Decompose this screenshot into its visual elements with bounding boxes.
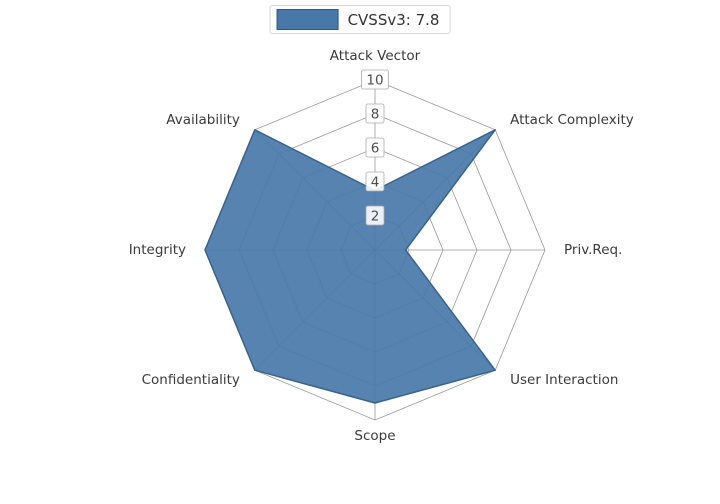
- axis-label: Attack Complexity: [510, 112, 634, 128]
- axis-label: User Interaction: [510, 372, 618, 388]
- legend-label: CVSSv3: 7.8: [347, 10, 440, 29]
- axis-label: Priv.Req.: [564, 242, 622, 258]
- legend: CVSSv3: 7.8: [269, 5, 451, 34]
- radar-series-polygon: [204, 129, 496, 404]
- tick-label-box: [361, 69, 389, 90]
- tick-label: 4: [371, 175, 380, 191]
- axis-label: Attack Vector: [330, 48, 421, 64]
- legend-swatch: [276, 9, 339, 30]
- axis-label: Scope: [354, 428, 395, 444]
- axis-label: Integrity: [129, 242, 186, 258]
- tick-label-box: [365, 137, 385, 158]
- tick-label-box: [365, 103, 385, 124]
- axis-label: Confidentiality: [142, 372, 240, 388]
- tick-label: 6: [371, 141, 380, 157]
- tick-label: 8: [371, 107, 380, 123]
- axis-label: Availability: [166, 112, 240, 128]
- tick-label: 2: [371, 209, 380, 225]
- tick-label-box: [365, 171, 385, 192]
- tick-label-box: [365, 205, 385, 226]
- tick-label: 10: [366, 73, 383, 89]
